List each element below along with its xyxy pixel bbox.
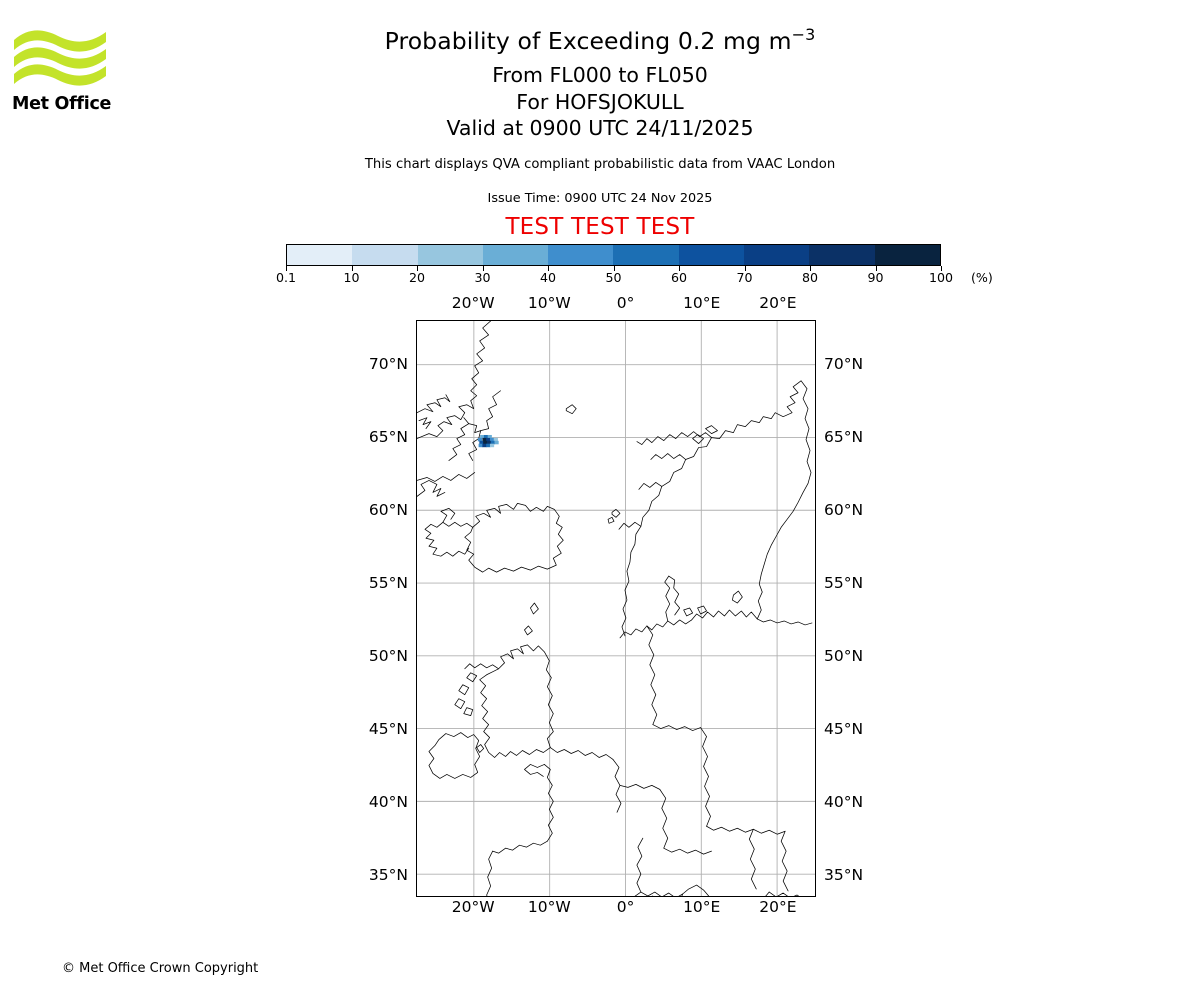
issue-time: Issue Time: 0900 UTC 24 Nov 2025	[487, 191, 713, 206]
lat-label-65°N: 65°N	[824, 427, 864, 446]
plume-cell-16	[489, 443, 495, 448]
map-coastlines	[417, 321, 813, 896]
lat-label-60°N: 60°N	[824, 500, 864, 519]
colorbar-tick-label-60: 60	[670, 270, 688, 285]
lat-label-55°N: 55°N	[824, 573, 864, 592]
plume-cell-12	[494, 440, 499, 445]
colorbar-band-3	[482, 245, 549, 265]
probability-colorbar	[286, 244, 941, 266]
lat-label-55°N: 55°N	[368, 573, 408, 592]
map-gridlines	[417, 321, 815, 896]
lat-label-40°N: 40°N	[824, 793, 864, 812]
lon-label-0°: 0°	[616, 898, 635, 916]
colorbar-band-9	[874, 245, 940, 265]
colorbar-band-2	[417, 245, 483, 265]
colorbar-tick-100	[941, 266, 942, 271]
colorbar-tick-30	[482, 266, 484, 271]
chart-title-exponent: −3	[791, 25, 816, 45]
qva-note: This chart displays QVA compliant probab…	[364, 157, 836, 172]
copyright-notice: © Met Office Crown Copyright	[62, 961, 259, 976]
colorbar-tick-80	[810, 266, 811, 271]
lon-label-0°: 0°	[616, 294, 635, 312]
colorbar-tick-0.1	[286, 266, 287, 271]
lon-label-20°W: 20°W	[451, 294, 495, 312]
colorbar-tick-label-30: 30	[474, 270, 491, 285]
plume-cell-5	[486, 437, 491, 442]
colorbar-tick-label-50: 50	[605, 270, 622, 285]
colorbar-unit-label: (%)	[971, 270, 993, 285]
colorbar-tick-label-0.1: 0.1	[275, 270, 297, 285]
lat-label-45°N: 45°N	[368, 720, 408, 738]
colorbar-band-4	[548, 245, 614, 265]
colorbar-tick-label-90: 90	[867, 270, 884, 285]
colorbar-tick-label-10: 10	[343, 270, 360, 285]
met-office-logo: Met Office	[12, 26, 112, 114]
plume-cell-8	[479, 440, 484, 445]
lon-label-10°E: 10°E	[683, 898, 721, 916]
plume-cell-14	[482, 443, 487, 448]
plume-cell-13	[478, 443, 483, 448]
lat-label-50°N: 50°N	[368, 646, 408, 665]
plume-cell-11	[490, 440, 495, 445]
colorbar-bands	[286, 244, 941, 266]
colorbar-tick-20	[417, 266, 418, 271]
lat-label-35°N: 35°N	[368, 866, 408, 885]
plume-cell-3	[477, 437, 483, 442]
colorbar-band-7	[744, 245, 810, 265]
ash-plume-overlay	[477, 434, 499, 448]
lat-label-70°N: 70°N	[368, 354, 408, 373]
lon-label-10°W: 10°W	[527, 898, 571, 916]
lat-label-40°N: 40°N	[368, 793, 408, 812]
plume-cell-6	[489, 437, 495, 442]
colorbar-tick-labels: 0.1 10 20 30 40 50 60 70 80 90 100	[0, 270, 1200, 288]
colorbar-band-1	[352, 245, 418, 265]
plume-cell-7	[493, 437, 498, 442]
test-banner: TEST TEST TEST	[505, 214, 695, 240]
chart-title: Probability of Exceeding 0.2 mg m−3	[0, 27, 1200, 55]
colorbar-tick-label-100: 100	[928, 270, 954, 285]
map-graphic	[417, 321, 815, 896]
lat-label-60°N: 60°N	[368, 500, 408, 519]
colorbar-tick-60	[679, 266, 680, 271]
colorbar-tick-40	[548, 266, 549, 271]
plume-cell-10	[486, 440, 492, 445]
met-office-wave-mark	[14, 30, 106, 86]
lon-label-20°E: 20°E	[759, 898, 797, 916]
colorbar-band-6	[678, 245, 745, 265]
chart-title-text: Probability of Exceeding 0.2 mg m	[384, 27, 792, 55]
colorbar-tick-90	[875, 266, 877, 271]
met-office-brand-text: Met Office	[12, 94, 112, 114]
colorbar-tick-label-70: 70	[736, 270, 753, 285]
colorbar-tick-label-80: 80	[801, 270, 819, 285]
colorbar-ticks	[286, 266, 942, 272]
lon-label-10°E: 10°E	[683, 294, 721, 312]
colorbar-tick-10	[351, 266, 353, 271]
lon-label-20°W: 20°W	[451, 898, 495, 916]
volcano-name: For HOFSJOKULL	[516, 90, 684, 114]
colorbar-tick-50	[613, 266, 615, 271]
plume-cell-0	[480, 434, 485, 439]
colorbar-tick-label-20: 20	[408, 270, 426, 285]
plume-cell-9	[483, 440, 488, 445]
lat-label-50°N: 50°N	[824, 646, 864, 665]
lat-label-70°N: 70°N	[824, 354, 864, 373]
lon-label-10°W: 10°W	[527, 294, 571, 312]
lat-label-65°N: 65°N	[368, 427, 408, 446]
colorbar-band-5	[613, 245, 679, 265]
plume-cell-1	[483, 434, 489, 439]
valid-time: Valid at 0900 UTC 24/11/2025	[446, 116, 754, 140]
colorbar-band-0	[287, 245, 353, 265]
plume-cell-15	[486, 443, 491, 448]
plume-cell-4	[482, 437, 487, 442]
colorbar-tick-70	[744, 266, 746, 271]
colorbar-tick-label-40: 40	[539, 270, 557, 285]
map-panel	[416, 320, 816, 897]
lon-label-20°E: 20°E	[759, 294, 797, 312]
flight-level-range: From FL000 to FL050	[492, 63, 708, 87]
colorbar-band-8	[809, 245, 875, 265]
plume-cell-2	[487, 434, 492, 439]
lat-label-45°N: 45°N	[824, 720, 864, 738]
lat-label-35°N: 35°N	[824, 866, 864, 885]
